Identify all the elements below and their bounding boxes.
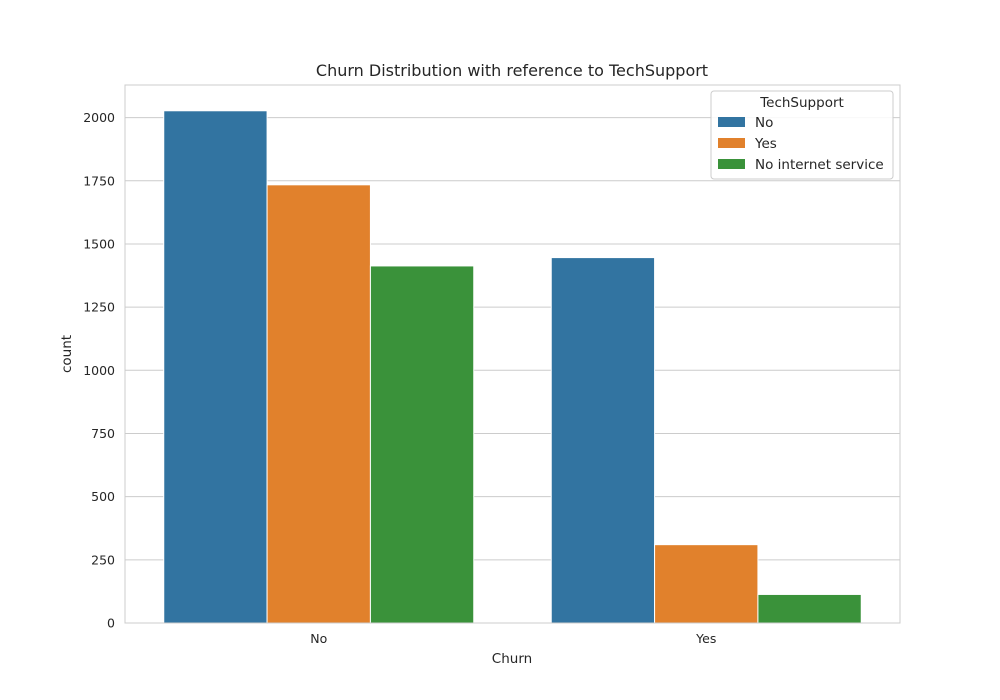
legend-entry: No <box>755 115 773 131</box>
y-tick-label: 1000 <box>83 363 115 378</box>
y-tick-label: 500 <box>91 489 115 504</box>
bar <box>550 257 656 624</box>
x-tick-label: No <box>310 631 327 646</box>
plot-frame <box>124 84 901 624</box>
legend: TechSupport No Yes No internet service <box>710 90 894 180</box>
legend-title: TechSupport <box>759 95 844 111</box>
legend-items: No Yes No internet service <box>718 115 884 173</box>
legend-swatch <box>718 138 745 148</box>
bar <box>163 110 268 624</box>
y-tick-label: 1250 <box>83 300 115 315</box>
x-tick-labels: No Yes <box>310 631 716 646</box>
legend-entry: Yes <box>754 136 777 152</box>
y-tick-label: 2000 <box>83 110 115 125</box>
legend-swatch <box>718 159 745 169</box>
x-axis-label: Churn <box>492 651 532 667</box>
legend-entry: No internet service <box>755 157 884 173</box>
y-tick-label: 750 <box>91 426 115 441</box>
legend-box <box>710 90 894 180</box>
y-tick-label: 250 <box>91 552 115 567</box>
x-tick-label: Yes <box>695 631 716 646</box>
y-tick-label: 1500 <box>83 236 115 251</box>
bar <box>757 593 862 624</box>
y-axis-label: count <box>59 335 75 373</box>
y-tick-label: 1750 <box>83 173 115 188</box>
y-tick-labels: 0 250 500 750 1000 1250 1500 1750 2000 <box>83 110 115 630</box>
bar <box>654 544 759 624</box>
y-tick-label: 0 <box>107 616 115 631</box>
bar <box>266 184 371 624</box>
bar <box>369 265 475 624</box>
bars <box>163 110 862 624</box>
chart-title: Churn Distribution with reference to Tec… <box>316 61 708 80</box>
legend-swatch <box>718 117 745 127</box>
